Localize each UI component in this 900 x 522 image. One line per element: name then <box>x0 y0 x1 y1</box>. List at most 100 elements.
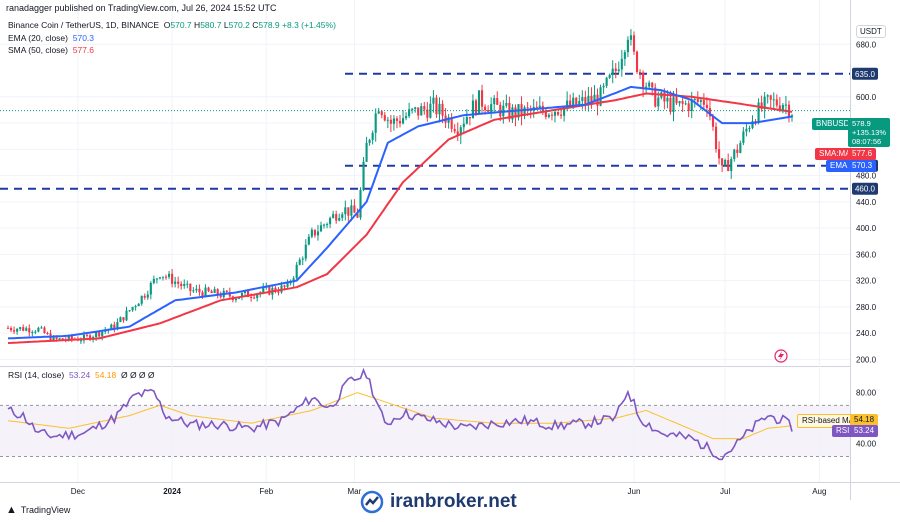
candle <box>122 317 125 323</box>
candle-body <box>477 90 481 114</box>
symbol-tag-name: BNBUSDT <box>816 119 855 128</box>
candle-body <box>733 149 736 160</box>
rsi-legend-value: 53.24 <box>68 370 91 380</box>
candle <box>350 199 353 221</box>
candle <box>28 324 31 337</box>
candle-body <box>353 205 356 213</box>
candle-body <box>651 82 654 88</box>
candle-body <box>234 298 237 301</box>
rsi-legend[interactable]: RSI (14, close) 53.24 54.18 Ø Ø Ø Ø <box>8 370 155 380</box>
candle <box>353 199 356 213</box>
candle-body <box>730 159 733 172</box>
candle-body <box>347 207 350 216</box>
candle-body <box>95 331 98 338</box>
candle-body <box>295 264 298 279</box>
candle-body <box>167 273 171 277</box>
candle-body <box>268 286 271 295</box>
candle <box>742 127 745 146</box>
candle-body <box>742 131 745 143</box>
time-tick-label: Jul <box>720 487 730 496</box>
candle <box>496 91 499 105</box>
watermark: iranbroker.net <box>360 490 517 514</box>
candle-body <box>593 94 596 102</box>
candle-body <box>714 126 718 150</box>
currency-label[interactable]: USDT <box>856 25 886 38</box>
candle <box>332 210 335 219</box>
candle-body <box>131 307 134 311</box>
candle-body <box>556 111 560 115</box>
candle-body <box>423 106 426 110</box>
candle-body <box>526 107 529 109</box>
candle-body <box>769 95 772 100</box>
candle <box>511 104 514 124</box>
candle-body <box>174 281 177 284</box>
candle <box>493 95 496 113</box>
time-tick-label: Feb <box>259 487 273 496</box>
candle-body <box>313 229 316 236</box>
candle <box>468 116 471 126</box>
candle-body <box>101 331 104 337</box>
candle <box>167 270 171 280</box>
change-value: +8.3 (+1.45%) <box>282 20 336 30</box>
ema-legend[interactable]: EMA (20, close) 570.3 <box>8 33 94 43</box>
candle <box>40 325 43 329</box>
candle <box>517 104 520 121</box>
candle <box>365 136 368 162</box>
candle-body <box>16 329 19 332</box>
candle-body <box>514 107 517 118</box>
candle-body <box>690 99 693 111</box>
candle <box>164 274 168 280</box>
candle-body <box>359 190 362 218</box>
candle-body <box>119 317 122 322</box>
candle-body <box>708 107 712 117</box>
rsi-ma-line <box>7 392 793 440</box>
candle <box>635 50 639 74</box>
candle-body <box>204 287 207 297</box>
candle <box>426 102 429 122</box>
candle-body <box>398 120 402 124</box>
candle <box>210 289 213 294</box>
candle-body <box>511 107 514 120</box>
candle <box>702 93 705 111</box>
candle-body <box>110 324 113 330</box>
candle-body <box>338 217 341 221</box>
candle-body <box>648 82 651 87</box>
candle-body <box>438 103 441 115</box>
candle <box>684 100 687 106</box>
candle <box>395 116 399 129</box>
sma-legend[interactable]: SMA (50, close) 577.6 <box>8 45 94 55</box>
candle-body <box>389 119 392 124</box>
candle <box>465 109 468 125</box>
candle <box>550 112 554 121</box>
candle <box>547 113 550 119</box>
candle-body <box>602 85 605 88</box>
high-label: H <box>194 20 201 30</box>
candle-body <box>417 107 420 116</box>
candle <box>417 107 420 120</box>
footer-brand[interactable]: ▲ TradingView <box>6 504 70 516</box>
candle <box>119 316 122 323</box>
candle <box>316 225 320 241</box>
candle-body <box>724 160 727 166</box>
candle-body <box>319 225 323 232</box>
candle-body <box>781 104 784 111</box>
candle <box>183 279 186 289</box>
candle-body <box>356 212 359 218</box>
candle-body <box>535 106 538 108</box>
candle-body <box>611 68 614 75</box>
candle <box>727 153 730 172</box>
price-tick-label: 320.0 <box>856 277 877 286</box>
candle-body <box>745 128 748 132</box>
candle <box>298 257 301 266</box>
candle-body <box>301 258 304 260</box>
candle-body <box>262 287 265 293</box>
candle <box>456 122 459 142</box>
candle-body <box>693 98 696 100</box>
open-label: O <box>163 20 171 30</box>
candle-body <box>459 127 462 136</box>
candle-body <box>775 99 778 106</box>
candle <box>6 325 10 329</box>
candle <box>13 326 16 335</box>
candle <box>368 138 371 146</box>
